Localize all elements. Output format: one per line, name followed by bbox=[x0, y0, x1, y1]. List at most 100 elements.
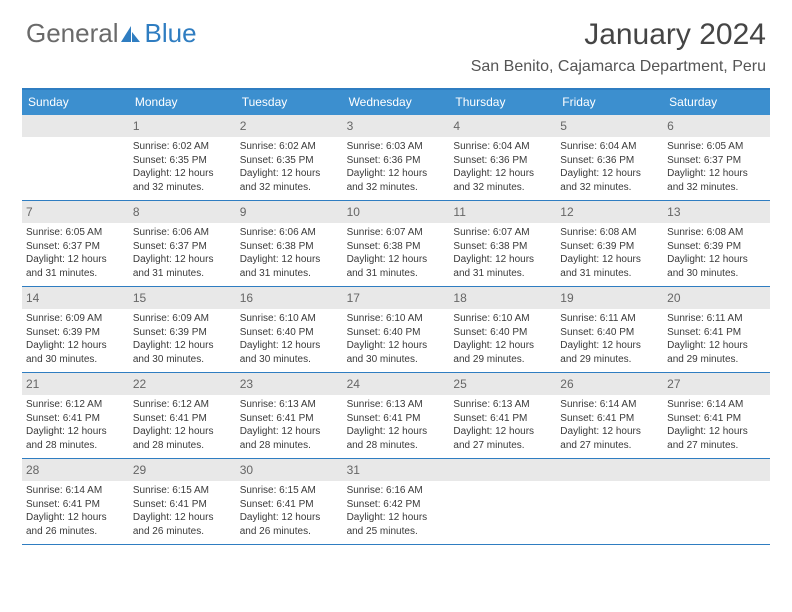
sunrise-line: Sunrise: 6:13 AM bbox=[240, 398, 339, 412]
day-cell: 4Sunrise: 6:04 AMSunset: 6:36 PMDaylight… bbox=[449, 115, 556, 200]
day-info: Sunrise: 6:15 AMSunset: 6:41 PMDaylight:… bbox=[133, 484, 232, 538]
daylight-line: Daylight: 12 hours and 32 minutes. bbox=[560, 167, 659, 194]
daylight-line: Daylight: 12 hours and 32 minutes. bbox=[667, 167, 766, 194]
day-number-bar: 31 bbox=[343, 459, 450, 481]
week-row: 28 Sunrise: 6:14 AMSunset: 6:41 PMDayligh… bbox=[22, 459, 770, 545]
sunrise-line: Sunrise: 6:08 AM bbox=[560, 226, 659, 240]
sunset-line: Sunset: 6:37 PM bbox=[26, 240, 125, 254]
day-cell: 14Sunrise: 6:09 AMSunset: 6:39 PMDayligh… bbox=[22, 287, 129, 372]
sunrise-line: Sunrise: 6:04 AM bbox=[453, 140, 552, 154]
day-number: 3 bbox=[347, 119, 354, 133]
day-number: 20 bbox=[667, 291, 680, 305]
day-cell: 22Sunrise: 6:12 AMSunset: 6:41 PMDayligh… bbox=[129, 373, 236, 458]
day-info: Sunrise: 6:11 AMSunset: 6:40 PMDaylight:… bbox=[560, 312, 659, 366]
day-number: 1 bbox=[133, 119, 140, 133]
month-title: January 2024 bbox=[471, 18, 766, 52]
day-info: Sunrise: 6:14 AMSunset: 6:41 PMDaylight:… bbox=[560, 398, 659, 452]
daylight-line: Daylight: 12 hours and 32 minutes. bbox=[347, 167, 446, 194]
day-info: Sunrise: 6:14 AMSunset: 6:41 PMDaylight:… bbox=[26, 484, 125, 538]
sunset-line: Sunset: 6:41 PM bbox=[240, 412, 339, 426]
sunrise-line: Sunrise: 6:14 AM bbox=[667, 398, 766, 412]
sunrise-line: Sunrise: 6:15 AM bbox=[240, 484, 339, 498]
day-number-bar: 25 bbox=[449, 373, 556, 395]
weekday-label: Friday bbox=[556, 90, 663, 115]
day-number-bar: 27 bbox=[663, 373, 770, 395]
daylight-line: Daylight: 12 hours and 28 minutes. bbox=[26, 425, 125, 452]
sunrise-line: Sunrise: 6:04 AM bbox=[560, 140, 659, 154]
day-cell: 6Sunrise: 6:05 AMSunset: 6:37 PMDaylight… bbox=[663, 115, 770, 200]
logo-sail-icon bbox=[121, 22, 143, 42]
sunrise-line: Sunrise: 6:02 AM bbox=[133, 140, 232, 154]
sunrise-line: Sunrise: 6:09 AM bbox=[26, 312, 125, 326]
day-info: Sunrise: 6:07 AMSunset: 6:38 PMDaylight:… bbox=[347, 226, 446, 280]
day-number-bar: 29 bbox=[129, 459, 236, 481]
daylight-line: Daylight: 12 hours and 32 minutes. bbox=[453, 167, 552, 194]
calendar: SundayMondayTuesdayWednesdayThursdayFrid… bbox=[22, 88, 770, 545]
day-number-bar: 23 bbox=[236, 373, 343, 395]
day-number bbox=[26, 119, 29, 133]
day-info: Sunrise: 6:11 AMSunset: 6:41 PMDaylight:… bbox=[667, 312, 766, 366]
day-info: Sunrise: 6:15 AMSunset: 6:41 PMDaylight:… bbox=[240, 484, 339, 538]
day-cell: 25Sunrise: 6:13 AMSunset: 6:41 PMDayligh… bbox=[449, 373, 556, 458]
sunset-line: Sunset: 6:38 PM bbox=[347, 240, 446, 254]
day-cell bbox=[556, 459, 663, 544]
sunrise-line: Sunrise: 6:10 AM bbox=[347, 312, 446, 326]
day-cell bbox=[449, 459, 556, 544]
daylight-line: Daylight: 12 hours and 26 minutes. bbox=[26, 511, 125, 538]
day-number-bar: 9 bbox=[236, 201, 343, 223]
sunrise-line: Sunrise: 6:10 AM bbox=[453, 312, 552, 326]
sunset-line: Sunset: 6:39 PM bbox=[26, 326, 125, 340]
sunset-line: Sunset: 6:41 PM bbox=[560, 412, 659, 426]
day-number-bar: 14 bbox=[22, 287, 129, 309]
day-number-bar bbox=[449, 459, 556, 481]
daylight-line: Daylight: 12 hours and 27 minutes. bbox=[560, 425, 659, 452]
weekday-header: SundayMondayTuesdayWednesdayThursdayFrid… bbox=[22, 90, 770, 115]
sunrise-line: Sunrise: 6:09 AM bbox=[133, 312, 232, 326]
day-number-bar: 10 bbox=[343, 201, 450, 223]
day-cell: 16Sunrise: 6:10 AMSunset: 6:40 PMDayligh… bbox=[236, 287, 343, 372]
day-number-bar: 13 bbox=[663, 201, 770, 223]
day-cell: 3Sunrise: 6:03 AMSunset: 6:36 PMDaylight… bbox=[343, 115, 450, 200]
daylight-line: Daylight: 12 hours and 28 minutes. bbox=[240, 425, 339, 452]
day-number-bar: 1 bbox=[129, 115, 236, 137]
sunset-line: Sunset: 6:40 PM bbox=[240, 326, 339, 340]
sunset-line: Sunset: 6:41 PM bbox=[347, 412, 446, 426]
day-number: 15 bbox=[133, 291, 146, 305]
day-number-bar: 17 bbox=[343, 287, 450, 309]
day-number: 27 bbox=[667, 377, 680, 391]
day-number: 26 bbox=[560, 377, 573, 391]
sunrise-line: Sunrise: 6:14 AM bbox=[560, 398, 659, 412]
sunrise-line: Sunrise: 6:13 AM bbox=[347, 398, 446, 412]
daylight-line: Daylight: 12 hours and 32 minutes. bbox=[133, 167, 232, 194]
sunset-line: Sunset: 6:36 PM bbox=[453, 154, 552, 168]
sunset-line: Sunset: 6:36 PM bbox=[560, 154, 659, 168]
day-cell: 18Sunrise: 6:10 AMSunset: 6:40 PMDayligh… bbox=[449, 287, 556, 372]
day-number-bar: 2 bbox=[236, 115, 343, 137]
daylight-line: Daylight: 12 hours and 31 minutes. bbox=[240, 253, 339, 280]
day-number: 16 bbox=[240, 291, 253, 305]
daylight-line: Daylight: 12 hours and 30 minutes. bbox=[667, 253, 766, 280]
day-cell: 11Sunrise: 6:07 AMSunset: 6:38 PMDayligh… bbox=[449, 201, 556, 286]
sunrise-line: Sunrise: 6:08 AM bbox=[667, 226, 766, 240]
logo: General Blue bbox=[26, 18, 197, 49]
day-cell: 29 Sunrise: 6:15 AMSunset: 6:41 PMDayligh… bbox=[129, 459, 236, 544]
day-info: Sunrise: 6:12 AMSunset: 6:41 PMDaylight:… bbox=[26, 398, 125, 452]
day-cell: 26 Sunrise: 6:14 AMSunset: 6:41 PMDayligh… bbox=[556, 373, 663, 458]
day-cell: 28 Sunrise: 6:14 AMSunset: 6:41 PMDayligh… bbox=[22, 459, 129, 544]
day-number: 28 bbox=[26, 463, 39, 477]
day-info: Sunrise: 6:16 AMSunset: 6:42 PMDaylight:… bbox=[347, 484, 446, 538]
day-number: 13 bbox=[667, 205, 680, 219]
daylight-line: Daylight: 12 hours and 31 minutes. bbox=[26, 253, 125, 280]
day-cell: 5Sunrise: 6:04 AMSunset: 6:36 PMDaylight… bbox=[556, 115, 663, 200]
day-cell: 10 Sunrise: 6:07 AMSunset: 6:38 PMDayligh… bbox=[343, 201, 450, 286]
day-cell: 15Sunrise: 6:09 AMSunset: 6:39 PMDayligh… bbox=[129, 287, 236, 372]
logo-text-1: General bbox=[26, 18, 119, 49]
day-info: Sunrise: 6:13 AMSunset: 6:41 PMDaylight:… bbox=[347, 398, 446, 452]
sunset-line: Sunset: 6:39 PM bbox=[667, 240, 766, 254]
daylight-line: Daylight: 12 hours and 28 minutes. bbox=[133, 425, 232, 452]
weekday-label: Saturday bbox=[663, 90, 770, 115]
sunrise-line: Sunrise: 6:11 AM bbox=[560, 312, 659, 326]
day-number: 24 bbox=[347, 377, 360, 391]
day-info: Sunrise: 6:06 AMSunset: 6:38 PMDaylight:… bbox=[240, 226, 339, 280]
day-cell: 12Sunrise: 6:08 AMSunset: 6:39 PMDayligh… bbox=[556, 201, 663, 286]
